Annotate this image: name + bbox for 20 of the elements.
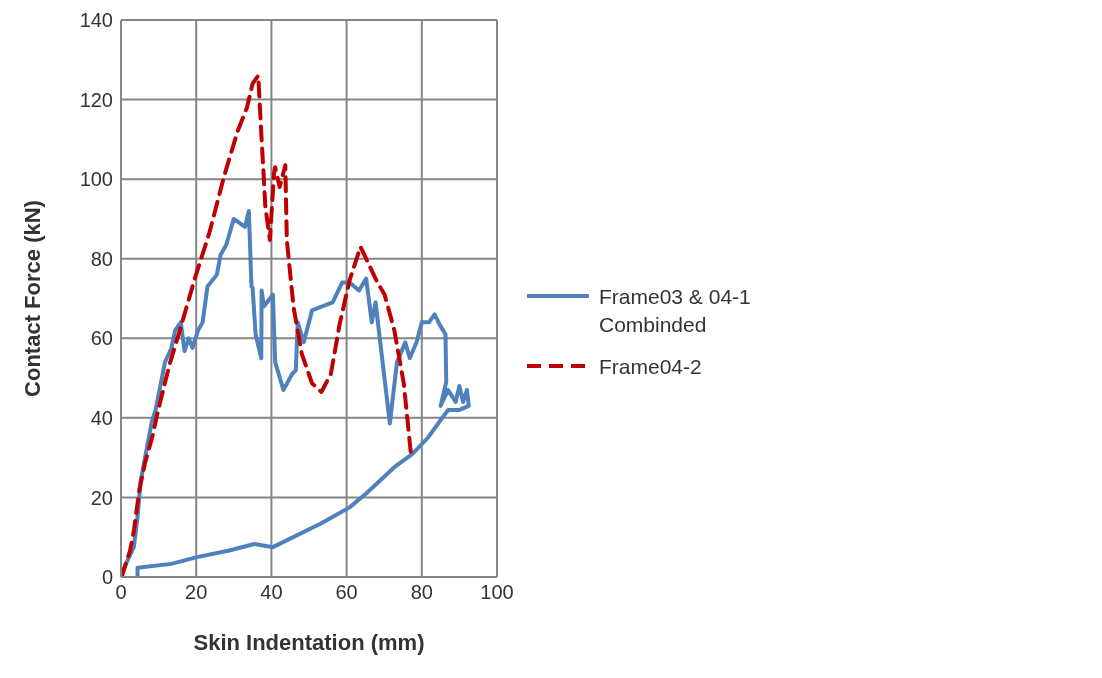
x-axis-title: Skin Indentation (mm)	[193, 630, 425, 655]
y-tick-label: 80	[90, 247, 113, 270]
x-tick-label: 80	[410, 581, 433, 604]
x-tick-label: 40	[260, 581, 283, 604]
y-tick-label: 140	[79, 9, 113, 32]
y-axis-title: Contact Force (kN)	[19, 200, 45, 397]
x-tick-label: 0	[115, 581, 127, 604]
legend-label: Frame03 & 04-1 Combinded	[599, 284, 752, 338]
line-series	[121, 73, 413, 577]
y-tick-label: 0	[101, 566, 113, 589]
y-tick-label: 40	[90, 406, 113, 429]
y-tick-label: 100	[79, 168, 113, 191]
x-tick-label: 20	[185, 581, 208, 604]
x-tick-label: 60	[335, 581, 358, 604]
y-tick-label: 60	[90, 327, 113, 350]
line-series	[121, 208, 471, 577]
legend-label: Frame04-2	[599, 354, 702, 380]
y-tick-label: 120	[79, 88, 113, 111]
x-tick-label: 100	[480, 581, 514, 604]
y-tick-label: 20	[90, 486, 113, 509]
